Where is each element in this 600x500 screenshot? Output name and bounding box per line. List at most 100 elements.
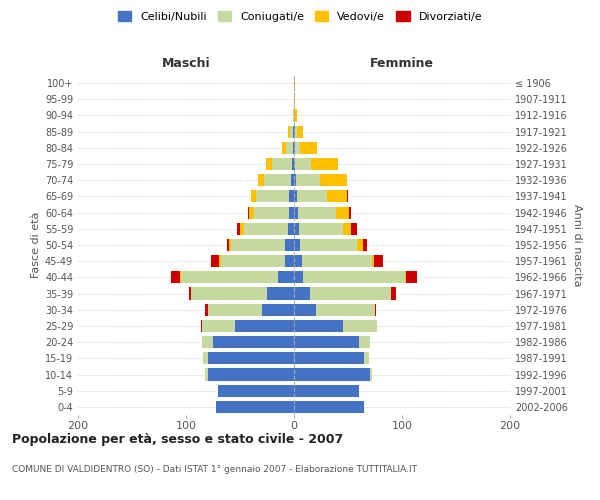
Bar: [294, 401, 364, 413]
Bar: [294, 222, 356, 235]
Bar: [294, 336, 370, 348]
Bar: [248, 206, 294, 218]
Bar: [294, 222, 351, 235]
Bar: [294, 304, 316, 316]
Bar: [294, 401, 364, 413]
Bar: [294, 174, 347, 186]
Bar: [294, 158, 338, 170]
Bar: [256, 190, 294, 202]
Bar: [191, 288, 294, 300]
Bar: [208, 352, 294, 364]
Bar: [216, 401, 294, 413]
Bar: [294, 401, 364, 413]
Bar: [220, 255, 294, 268]
Bar: [294, 336, 359, 348]
Bar: [181, 272, 294, 283]
Bar: [294, 255, 383, 268]
Bar: [294, 206, 336, 218]
Bar: [216, 401, 294, 413]
Bar: [264, 174, 294, 186]
Bar: [294, 288, 395, 300]
Bar: [294, 320, 377, 332]
Bar: [251, 190, 294, 202]
Bar: [232, 239, 294, 251]
Bar: [294, 272, 417, 283]
Bar: [294, 272, 302, 283]
Bar: [294, 384, 359, 397]
Bar: [202, 336, 294, 348]
Bar: [294, 352, 368, 364]
Bar: [218, 384, 294, 397]
Bar: [205, 368, 294, 380]
Bar: [294, 288, 391, 300]
Bar: [286, 142, 294, 154]
Bar: [294, 255, 374, 268]
Bar: [229, 239, 294, 251]
Text: Popolazione per età, sesso e stato civile - 2007: Popolazione per età, sesso e stato civil…: [12, 432, 343, 446]
Bar: [294, 368, 372, 380]
Bar: [227, 239, 294, 251]
Bar: [287, 126, 294, 138]
Bar: [272, 158, 294, 170]
Bar: [282, 142, 294, 154]
Bar: [278, 272, 294, 283]
Bar: [251, 190, 294, 202]
Bar: [294, 158, 311, 170]
Bar: [292, 158, 294, 170]
Bar: [171, 272, 294, 283]
Bar: [221, 255, 294, 268]
Bar: [294, 126, 302, 138]
Bar: [294, 239, 363, 251]
Bar: [294, 368, 370, 380]
Bar: [294, 222, 299, 235]
Bar: [294, 206, 349, 218]
Bar: [294, 190, 347, 202]
Bar: [294, 93, 295, 106]
Bar: [211, 255, 294, 268]
Bar: [205, 368, 294, 380]
Bar: [201, 320, 294, 332]
Bar: [294, 93, 295, 106]
Bar: [294, 206, 351, 218]
Bar: [294, 126, 302, 138]
Bar: [294, 158, 338, 170]
Bar: [294, 142, 295, 154]
Bar: [208, 304, 294, 316]
Bar: [294, 320, 343, 332]
Bar: [259, 174, 294, 186]
Bar: [294, 190, 297, 202]
Bar: [294, 126, 295, 138]
Bar: [294, 352, 368, 364]
Y-axis label: Fasce di età: Fasce di età: [31, 212, 41, 278]
Bar: [205, 304, 294, 316]
Bar: [202, 320, 294, 332]
Bar: [294, 368, 372, 380]
Bar: [202, 336, 294, 348]
Bar: [294, 142, 317, 154]
Text: COMUNE DI VALDIDENTRO (SO) - Dati ISTAT 1° gennaio 2007 - Elaborazione TUTTITALI: COMUNE DI VALDIDENTRO (SO) - Dati ISTAT …: [12, 466, 417, 474]
Bar: [208, 368, 294, 380]
Bar: [294, 368, 372, 380]
Bar: [266, 158, 294, 170]
Bar: [294, 174, 296, 186]
Bar: [294, 239, 367, 251]
Bar: [262, 304, 294, 316]
Bar: [294, 174, 320, 186]
Bar: [287, 126, 294, 138]
Bar: [244, 222, 294, 235]
Bar: [294, 190, 348, 202]
Bar: [179, 272, 294, 283]
Bar: [248, 206, 294, 218]
Bar: [293, 110, 294, 122]
Bar: [294, 320, 377, 332]
Bar: [294, 174, 347, 186]
Bar: [293, 142, 294, 154]
Bar: [259, 174, 294, 186]
Bar: [290, 126, 294, 138]
Bar: [213, 336, 294, 348]
Bar: [286, 239, 294, 251]
Bar: [294, 336, 370, 348]
Bar: [294, 158, 295, 170]
Bar: [240, 222, 294, 235]
Bar: [294, 304, 376, 316]
